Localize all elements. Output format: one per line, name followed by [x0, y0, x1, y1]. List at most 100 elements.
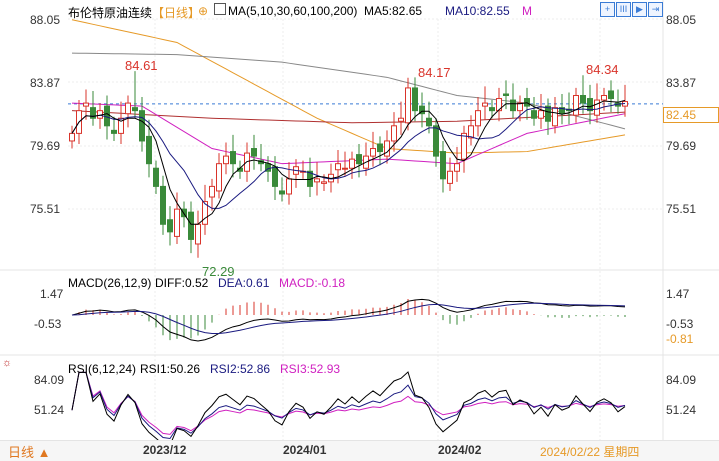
y-tick-right: 88.05 — [666, 13, 697, 27]
candle-body — [545, 105, 551, 122]
candle-body — [223, 155, 229, 165]
macd-tick: -0.53 — [34, 317, 62, 331]
candle-body — [517, 102, 523, 112]
period-toggle-button[interactable]: 日线 ▲ — [8, 445, 51, 460]
candle-body — [139, 110, 145, 142]
candle-body — [125, 102, 131, 115]
current-price-label: 82.45 — [663, 107, 719, 123]
candle-body — [440, 151, 446, 180]
rsi-tick-right: 51.24 — [666, 403, 697, 417]
ma200-line — [71, 19, 626, 154]
candle-body — [160, 185, 166, 225]
ma10-line — [71, 103, 626, 209]
candle-body — [503, 93, 509, 97]
candle-body — [349, 158, 355, 169]
ma5-line — [71, 99, 626, 225]
y-tick: 75.51 — [30, 202, 61, 216]
candle-body — [559, 107, 565, 115]
candle-body — [188, 211, 194, 240]
ma-more: M — [522, 4, 532, 18]
date-tick: 2024/02 — [438, 443, 482, 457]
date-tick: 2023/12 — [143, 443, 187, 457]
chart-settings-icon[interactable] — [214, 3, 226, 15]
candle-body — [356, 154, 362, 165]
end-button[interactable]: ⇥ — [648, 2, 663, 17]
rsi2-line — [71, 371, 626, 440]
add-icon[interactable]: ⊕ — [198, 4, 209, 18]
candle-body — [286, 178, 292, 195]
high-annotation: 84.61 — [125, 58, 158, 73]
candle-body — [90, 107, 96, 119]
macd-diff: DIFF:0.52 — [155, 276, 209, 290]
macd-current: -0.81 — [666, 332, 694, 346]
candle-body — [265, 163, 271, 172]
candle-body — [594, 99, 600, 116]
bars-button[interactable]: III — [616, 2, 631, 17]
candle-body — [314, 178, 320, 183]
ma30-line — [71, 102, 626, 165]
low-annotation: 72.29 — [202, 264, 235, 279]
candle-body — [398, 117, 404, 122]
candle-body — [174, 208, 180, 237]
candle-body — [195, 223, 201, 245]
period-label[interactable]: 【日线】 — [152, 6, 201, 20]
play-button[interactable]: ▶ — [632, 2, 647, 17]
candle-body — [146, 135, 152, 165]
candle-body — [482, 102, 488, 107]
candle-body — [461, 132, 467, 160]
candle-body — [118, 117, 124, 134]
candle-body — [230, 151, 236, 165]
candle-body — [342, 167, 348, 170]
macd-label: MACD(26,12,9) — [68, 276, 152, 290]
rsi2-value: RSI2:52.86 — [210, 362, 271, 376]
y-tick: 79.69 — [30, 139, 61, 153]
candle-body — [69, 132, 75, 142]
candle-body — [132, 107, 138, 112]
settings-icon[interactable]: ☼ — [2, 357, 13, 369]
crosshair-button[interactable]: + — [600, 2, 615, 17]
candle-body — [167, 219, 173, 233]
high-annotation: 84.17 — [418, 65, 451, 80]
candle-body — [552, 107, 558, 127]
candle-body — [475, 110, 481, 127]
ma-label: MA(5,10,30,60,100,200) — [228, 4, 358, 18]
candle-body — [419, 105, 425, 115]
candle-body — [377, 143, 383, 153]
macd-dea-line — [71, 302, 626, 335]
instrument-title: 布伦特原油连续 — [68, 6, 153, 20]
rsi-tick: 84.09 — [34, 373, 65, 387]
date-tick: 2024/01 — [283, 443, 327, 457]
candle-body — [454, 163, 460, 172]
ma100-line — [71, 52, 626, 130]
candle-body — [216, 163, 222, 192]
rsi-tick-right: 84.09 — [666, 373, 697, 387]
candle-body — [573, 95, 579, 116]
candle-body — [391, 125, 397, 142]
ma5-value: MA5:82.65 — [364, 4, 423, 18]
y-tick: 88.05 — [30, 13, 61, 27]
candle-body — [111, 129, 117, 134]
candle-body — [601, 95, 607, 101]
macd-diff-line — [71, 298, 626, 342]
candle-body — [405, 87, 411, 124]
candle-body — [433, 125, 439, 157]
rsi1-value: RSI1:50.26 — [140, 362, 201, 376]
candle-body — [608, 90, 614, 100]
macd-tick: 1.47 — [40, 287, 64, 301]
candle-body — [538, 110, 544, 119]
y-tick-right: 83.87 — [666, 76, 697, 90]
macd-tick-right: -0.53 — [666, 317, 694, 331]
candle-body — [321, 181, 327, 184]
candle-body — [468, 125, 474, 139]
y-tick: 83.87 — [30, 76, 61, 90]
y-tick-right: 75.51 — [666, 202, 697, 216]
candle-body — [587, 98, 593, 112]
candle-body — [426, 117, 432, 127]
ma10-value: MA10:82.55 — [445, 4, 510, 18]
candle-body — [412, 87, 418, 112]
candle-body — [279, 190, 285, 195]
candle-body — [496, 98, 502, 112]
macd-value: MACD:-0.18 — [279, 276, 346, 290]
macd-tick-right: 1.47 — [666, 287, 690, 301]
